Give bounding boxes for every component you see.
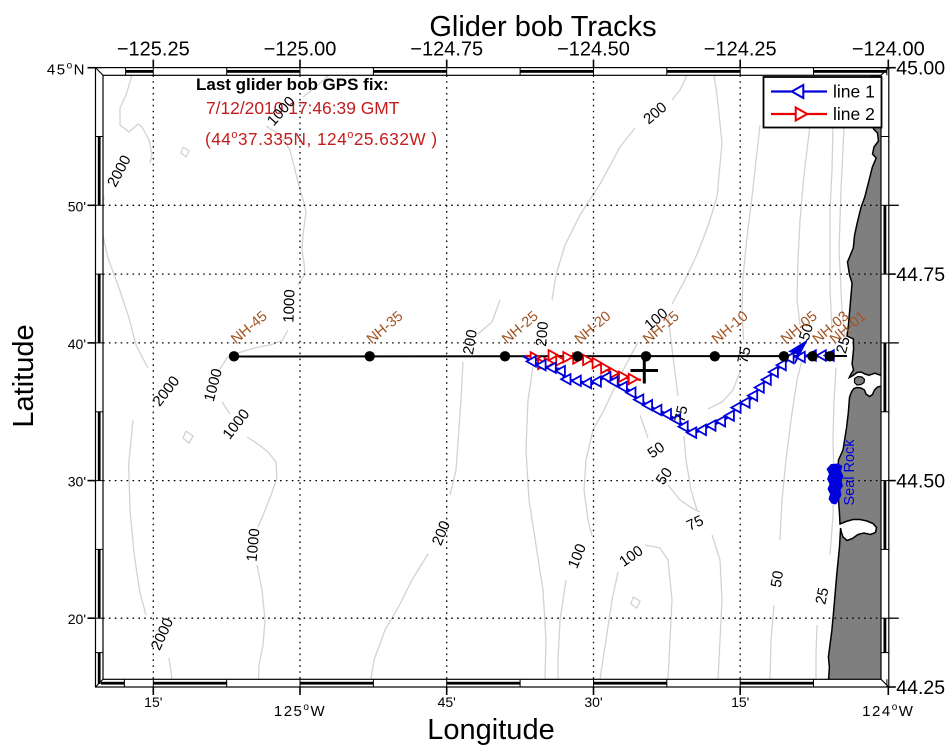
svg-text:75: 75 bbox=[734, 345, 754, 365]
svg-text:45.00: 45.00 bbox=[896, 58, 945, 80]
svg-text:44.50: 44.50 bbox=[896, 471, 945, 493]
svg-text:45oN: 45oN bbox=[47, 61, 86, 79]
svg-text:50': 50' bbox=[68, 198, 86, 214]
svg-text:−124.50: −124.50 bbox=[557, 39, 630, 61]
svg-text:44.25: 44.25 bbox=[896, 677, 945, 699]
svg-text:line 2: line 2 bbox=[833, 104, 875, 124]
svg-text:125oW: 125oW bbox=[274, 702, 326, 720]
svg-text:200: 200 bbox=[460, 328, 481, 356]
svg-text:Latitude: Latitude bbox=[8, 324, 40, 427]
svg-text:1000: 1000 bbox=[244, 528, 264, 563]
svg-text:50: 50 bbox=[653, 465, 676, 488]
svg-text:1000: 1000 bbox=[280, 289, 298, 323]
svg-text:30': 30' bbox=[584, 694, 602, 710]
svg-text:−124.00: −124.00 bbox=[852, 39, 925, 61]
svg-text:25: 25 bbox=[833, 335, 854, 356]
svg-text:75: 75 bbox=[684, 512, 706, 534]
svg-text:Longitude: Longitude bbox=[427, 714, 554, 746]
svg-text:25: 25 bbox=[812, 586, 832, 606]
svg-text:−125.25: −125.25 bbox=[117, 39, 190, 61]
svg-text:45': 45' bbox=[438, 694, 456, 710]
svg-text:−124.75: −124.75 bbox=[410, 39, 483, 61]
svg-text:200: 200 bbox=[533, 321, 552, 347]
svg-text:Seal Rock: Seal Rock bbox=[842, 439, 858, 506]
svg-text:Glider bob Tracks: Glider bob Tracks bbox=[429, 11, 656, 43]
svg-text:30': 30' bbox=[68, 474, 86, 490]
svg-text:15': 15' bbox=[144, 694, 162, 710]
svg-text:20': 20' bbox=[68, 611, 86, 627]
svg-text:50: 50 bbox=[645, 439, 668, 462]
svg-text:−124.25: −124.25 bbox=[704, 39, 777, 61]
svg-text:7/12/2010 17:46:39 GMT: 7/12/2010 17:46:39 GMT bbox=[206, 98, 400, 118]
svg-text:124oW: 124oW bbox=[862, 702, 914, 720]
svg-text:15': 15' bbox=[731, 694, 749, 710]
svg-text:Last glider bob GPS fix:: Last glider bob GPS fix: bbox=[196, 75, 389, 94]
svg-text:40': 40' bbox=[68, 336, 86, 352]
svg-text:50: 50 bbox=[768, 569, 788, 588]
svg-text:−125.00: −125.00 bbox=[264, 39, 337, 61]
svg-text:44.75: 44.75 bbox=[896, 264, 945, 286]
svg-text:75: 75 bbox=[671, 404, 691, 424]
svg-text:(44o37.335N, 124o25.632W ): (44o37.335N, 124o25.632W ) bbox=[205, 129, 438, 149]
svg-text:50: 50 bbox=[796, 322, 817, 343]
svg-text:line 1: line 1 bbox=[833, 82, 875, 102]
